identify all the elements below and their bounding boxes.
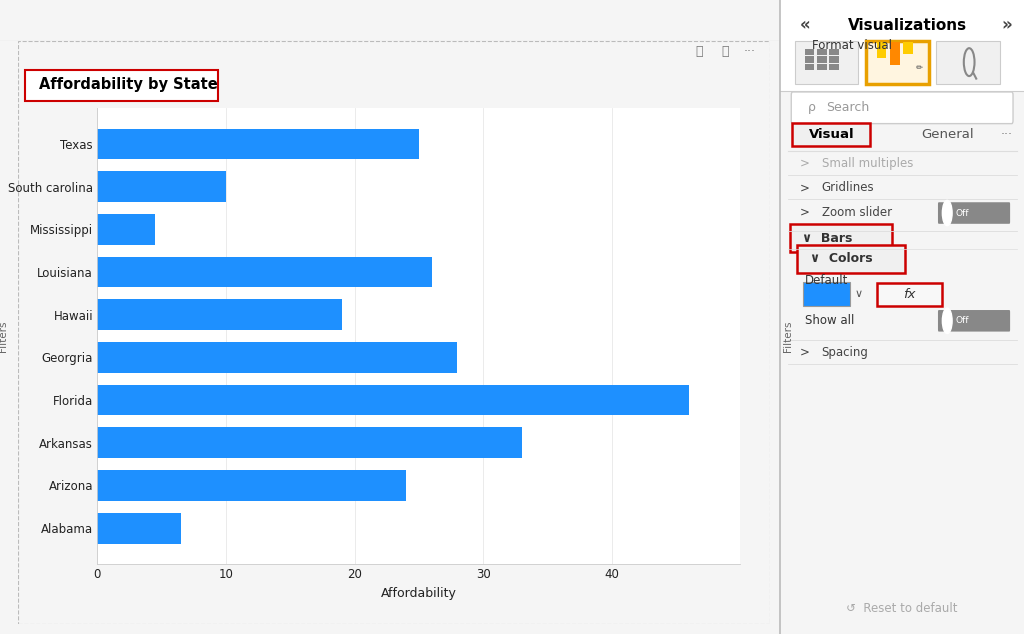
FancyBboxPatch shape [25, 70, 218, 101]
Text: ···: ··· [743, 45, 756, 58]
FancyBboxPatch shape [798, 245, 904, 273]
Text: Spacing: Spacing [821, 346, 868, 359]
Circle shape [942, 308, 952, 333]
Text: Off: Off [955, 316, 970, 325]
Text: >: > [800, 181, 810, 194]
Circle shape [942, 200, 952, 226]
FancyBboxPatch shape [805, 56, 814, 63]
Text: Show all: Show all [805, 314, 854, 327]
Bar [890, 42, 900, 65]
Text: Small multiples: Small multiples [821, 157, 913, 170]
Text: ⧉: ⧉ [721, 45, 729, 58]
Text: Search: Search [826, 101, 869, 114]
Text: ∨  Colors: ∨ Colors [810, 252, 872, 265]
FancyBboxPatch shape [938, 310, 1010, 332]
Text: Gridlines: Gridlines [821, 181, 874, 194]
FancyBboxPatch shape [817, 64, 826, 70]
Text: Visual: Visual [809, 128, 854, 141]
FancyBboxPatch shape [817, 56, 826, 63]
Text: Affordability by State: Affordability by State [39, 77, 217, 92]
Bar [97, 470, 406, 501]
Bar [97, 342, 458, 373]
Text: General: General [922, 128, 974, 141]
Text: Default: Default [805, 274, 848, 287]
Bar [97, 214, 156, 245]
Text: ↺  Reset to default: ↺ Reset to default [847, 602, 957, 615]
Text: »: » [1001, 16, 1013, 34]
Bar [97, 513, 181, 543]
FancyBboxPatch shape [865, 41, 929, 84]
Text: Visualizations: Visualizations [848, 18, 967, 33]
Text: >: > [800, 346, 810, 359]
Text: ✏: ✏ [915, 62, 923, 71]
Text: ⛉: ⛉ [695, 45, 702, 58]
FancyBboxPatch shape [829, 56, 839, 63]
FancyBboxPatch shape [795, 41, 858, 84]
FancyBboxPatch shape [791, 224, 892, 252]
Text: Filters: Filters [783, 320, 794, 352]
Bar [97, 257, 432, 287]
Bar [903, 42, 913, 54]
FancyBboxPatch shape [829, 49, 839, 55]
Text: «: « [800, 16, 810, 34]
FancyBboxPatch shape [805, 49, 814, 55]
Bar [97, 299, 342, 330]
Bar [97, 129, 419, 159]
Text: fx: fx [903, 288, 915, 301]
FancyBboxPatch shape [938, 202, 1010, 224]
FancyBboxPatch shape [817, 49, 826, 55]
Text: ···: ··· [1000, 128, 1013, 141]
FancyBboxPatch shape [829, 64, 839, 70]
FancyBboxPatch shape [805, 64, 814, 70]
FancyBboxPatch shape [936, 41, 999, 84]
Bar [97, 385, 689, 415]
Text: Format visual: Format visual [812, 39, 892, 52]
Text: >: > [800, 206, 810, 219]
Text: ∨  Bars: ∨ Bars [802, 232, 853, 245]
Text: >: > [800, 157, 810, 170]
Text: Filters: Filters [0, 320, 8, 352]
FancyBboxPatch shape [793, 123, 870, 146]
Text: Off: Off [955, 209, 970, 217]
Bar [97, 427, 521, 458]
Bar [877, 42, 887, 58]
X-axis label: Affordability: Affordability [381, 587, 457, 600]
Text: ∨: ∨ [854, 289, 862, 299]
Text: Zoom slider: Zoom slider [821, 206, 892, 219]
Text: ρ: ρ [808, 101, 816, 114]
Y-axis label: State: State [0, 320, 2, 353]
FancyBboxPatch shape [780, 0, 1024, 92]
Bar [97, 171, 226, 202]
FancyBboxPatch shape [792, 92, 1013, 124]
FancyBboxPatch shape [804, 282, 850, 306]
FancyBboxPatch shape [877, 283, 942, 306]
